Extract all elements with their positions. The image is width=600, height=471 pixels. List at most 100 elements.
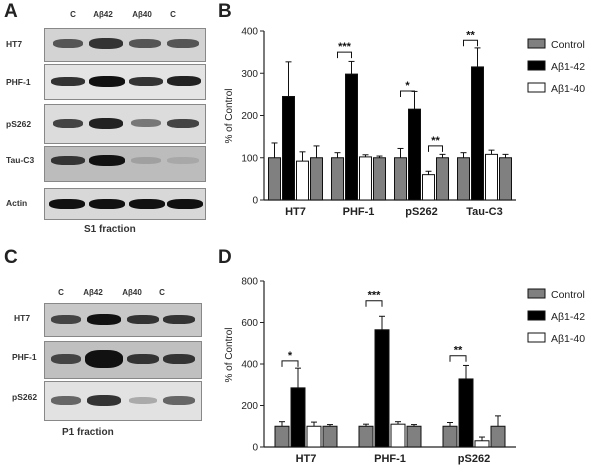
lane-label: Aβ40 xyxy=(132,10,152,19)
blot-band xyxy=(167,199,203,209)
legend-label: Aβ1-40 xyxy=(551,333,585,345)
blot-band xyxy=(127,315,159,324)
significance-label: ** xyxy=(466,29,475,41)
x-tick-label: PHF-1 xyxy=(374,453,406,465)
legend-label: Aβ1-42 xyxy=(551,311,585,323)
legend-label: Control xyxy=(551,39,585,51)
lane-label: C xyxy=(170,10,176,19)
blot-strip-ht7 xyxy=(44,28,206,62)
blot-strip-phf1 xyxy=(44,64,206,100)
lane-label: Aβ42 xyxy=(83,288,103,297)
blot-strip-phf1-p1 xyxy=(44,341,202,379)
western-blot-p1: C Aβ42 Aβ40 C HT7 PHF-1 pS262 P1 fractio… xyxy=(0,247,210,467)
lane-label: C xyxy=(159,288,165,297)
blot-band xyxy=(129,397,157,404)
bar xyxy=(457,157,470,201)
x-tick-label: PHF-1 xyxy=(343,206,375,218)
blot-row-label: Actin xyxy=(6,198,28,208)
blot-band xyxy=(89,38,123,49)
blot-band xyxy=(163,396,195,405)
blot-strip-ht7-p1 xyxy=(44,303,202,337)
blot-band xyxy=(89,155,125,166)
bar xyxy=(310,157,323,201)
bar-chart-d: % of Control 0 200 400 600 800 HT7 PHF-1 pS262 *… xyxy=(224,277,585,466)
fraction-label-s1: S1 fraction xyxy=(84,224,136,235)
blot-strip-actin xyxy=(44,188,206,220)
panel-letter-a: A xyxy=(4,1,18,22)
legend-swatch xyxy=(527,332,546,343)
blot-band xyxy=(51,354,81,364)
blot-row-label: PHF-1 xyxy=(6,77,31,87)
significance-bracket xyxy=(400,90,415,97)
blot-row-label: HT7 xyxy=(6,39,23,49)
blot-band xyxy=(51,315,81,324)
bar xyxy=(373,157,386,201)
x-tick-label: Tau-C3 xyxy=(466,206,502,218)
significance-label: ** xyxy=(431,135,440,147)
blot-row-label: pS262 xyxy=(6,119,32,129)
legend-label: Control xyxy=(551,289,585,301)
y-tick-label: 300 xyxy=(241,69,258,80)
significance-label: * xyxy=(288,350,293,362)
lane-label: Aβ40 xyxy=(122,288,142,297)
lane-label: C xyxy=(70,10,76,19)
fraction-label-p1: P1 fraction xyxy=(62,427,114,438)
blot-band xyxy=(51,156,85,165)
bar xyxy=(274,425,290,448)
bar xyxy=(296,160,309,201)
bar xyxy=(345,73,358,201)
bar xyxy=(306,425,322,448)
y-tick-label: 800 xyxy=(241,277,258,288)
blot-band xyxy=(131,119,161,127)
blot-band xyxy=(167,76,201,86)
blot-band xyxy=(89,118,123,129)
blot-strip-tauc3 xyxy=(44,146,206,182)
blot-band xyxy=(89,76,125,87)
y-tick-label: 200 xyxy=(241,401,258,412)
blot-band xyxy=(167,119,199,128)
blot-band xyxy=(167,157,199,164)
blot-band xyxy=(129,39,161,48)
significance-bracket xyxy=(449,355,467,362)
bar xyxy=(436,157,449,201)
y-axis-label: % of Control xyxy=(224,327,235,382)
panel-letter-c: C xyxy=(4,247,18,268)
blot-band xyxy=(53,39,83,48)
blot-band xyxy=(163,315,195,324)
blot-row-label: PHF-1 xyxy=(12,352,37,362)
y-tick-label: 400 xyxy=(241,27,258,38)
legend-swatch xyxy=(527,310,546,321)
blot-band xyxy=(51,77,85,86)
bar xyxy=(471,66,484,201)
y-tick-label: 100 xyxy=(241,153,258,164)
blot-band xyxy=(89,199,125,209)
significance-bracket xyxy=(428,145,443,152)
blot-row-label: pS262 xyxy=(12,392,38,402)
bar-chart-b: % of Control 0 100 200 300 400 HT7 PHF-1 pS262 T… xyxy=(224,27,585,219)
bar xyxy=(474,440,490,448)
bar xyxy=(394,157,407,201)
bar xyxy=(374,329,390,448)
bar xyxy=(408,108,421,201)
significance-bracket xyxy=(365,300,383,307)
bar xyxy=(406,425,422,448)
lane-label: C xyxy=(58,288,64,297)
y-tick-label: 0 xyxy=(252,443,258,454)
bar xyxy=(331,157,344,201)
bar xyxy=(485,153,498,201)
legend-label: Aβ1-40 xyxy=(551,83,585,95)
legend-swatch xyxy=(527,288,546,299)
lane-label: Aβ42 xyxy=(93,10,113,19)
significance-label: *** xyxy=(338,41,352,53)
bar xyxy=(458,378,474,448)
bar xyxy=(282,95,295,201)
blot-band xyxy=(131,157,161,164)
legend-swatch xyxy=(527,82,546,93)
significance-bracket xyxy=(337,51,352,59)
bar xyxy=(490,425,506,448)
y-tick-label: 400 xyxy=(241,360,258,371)
blot-strip-ps262 xyxy=(44,104,206,144)
bar xyxy=(442,425,458,448)
x-tick-label: HT7 xyxy=(296,453,317,465)
blot-band xyxy=(87,314,121,325)
